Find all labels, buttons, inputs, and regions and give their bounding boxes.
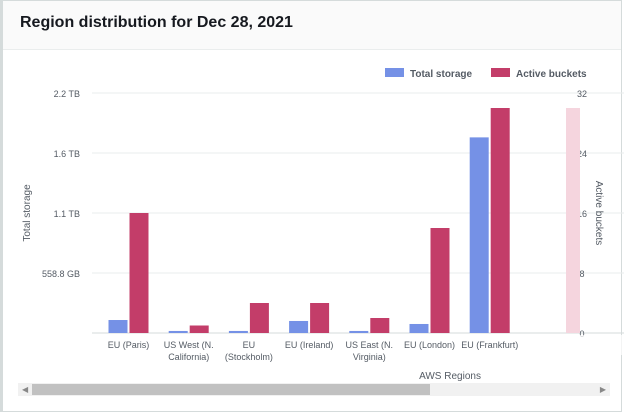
x-axis-tick-label: EU (London) (404, 340, 455, 350)
right-axis-tick-label: 24 (577, 149, 587, 159)
left-axis-title: Total storage (22, 184, 33, 242)
x-axis-tick-label: EU (Ireland) (285, 340, 334, 350)
right-axis-tick-label: 0 (579, 329, 584, 339)
bar-active-buckets (189, 325, 209, 333)
bar-total-storage (289, 320, 309, 333)
x-axis-tick-label: US West (N. (164, 340, 214, 350)
left-axis-tick-label: 1.6 TB (54, 149, 80, 159)
left-axis-tick-label: 558.8 GB (42, 269, 80, 279)
x-axis-tick-label: EU (243, 340, 256, 350)
card-header: Region distribution for Dec 28, 2021 (3, 1, 621, 50)
right-axis-tick-label: 32 (577, 89, 587, 99)
bar-active-buckets (430, 228, 450, 333)
right-axis-title: Active buckets (593, 181, 604, 245)
scroll-left-icon[interactable]: ◀ (22, 385, 29, 394)
x-axis-tick-label: California) (168, 352, 209, 362)
bar-active-buckets (249, 303, 269, 333)
hover-highlight (566, 108, 580, 333)
bar-active-buckets (490, 108, 510, 333)
right-axis-tick-label: 16 (577, 209, 587, 219)
right-axis-tick-label: 8 (579, 269, 584, 279)
x-axis-tick-label: (Stockholm) (225, 352, 273, 362)
x-axis-tick-label: US East (N. (346, 340, 394, 350)
card-title: Region distribution for Dec 28, 2021 (20, 14, 293, 31)
bar-total-storage (469, 137, 489, 333)
left-axis-tick-label: 1.1 TB (54, 209, 80, 219)
horizontal-scrollbar[interactable]: ◀ ▶ (18, 383, 610, 396)
bar-total-storage (409, 323, 429, 333)
legend-swatch-total-storage (385, 68, 404, 77)
bar-active-buckets (129, 213, 149, 333)
bar-active-buckets (310, 303, 330, 333)
legend-label-active-buckets: Active buckets (516, 69, 587, 80)
axis-overlay (566, 335, 624, 355)
x-axis-tick-label: EU (Frankfurt) (461, 340, 518, 350)
scroll-right-icon[interactable]: ▶ (599, 385, 606, 394)
bar-total-storage (168, 330, 188, 333)
scrollbar-thumb[interactable] (32, 384, 430, 395)
bar-total-storage (228, 330, 248, 333)
bar-active-buckets (370, 318, 390, 333)
x-axis-title: AWS Regions (419, 371, 481, 382)
x-axis-tick-label: Virginia) (353, 352, 386, 362)
x-axis-tick-label: EU (Paris) (108, 340, 150, 350)
legend-swatch-active-buckets (491, 68, 510, 77)
bar-total-storage (108, 320, 128, 333)
bar-total-storage (349, 330, 369, 333)
left-axis-tick-label: 2.2 TB (54, 89, 80, 99)
legend-label-total-storage: Total storage (410, 69, 472, 80)
